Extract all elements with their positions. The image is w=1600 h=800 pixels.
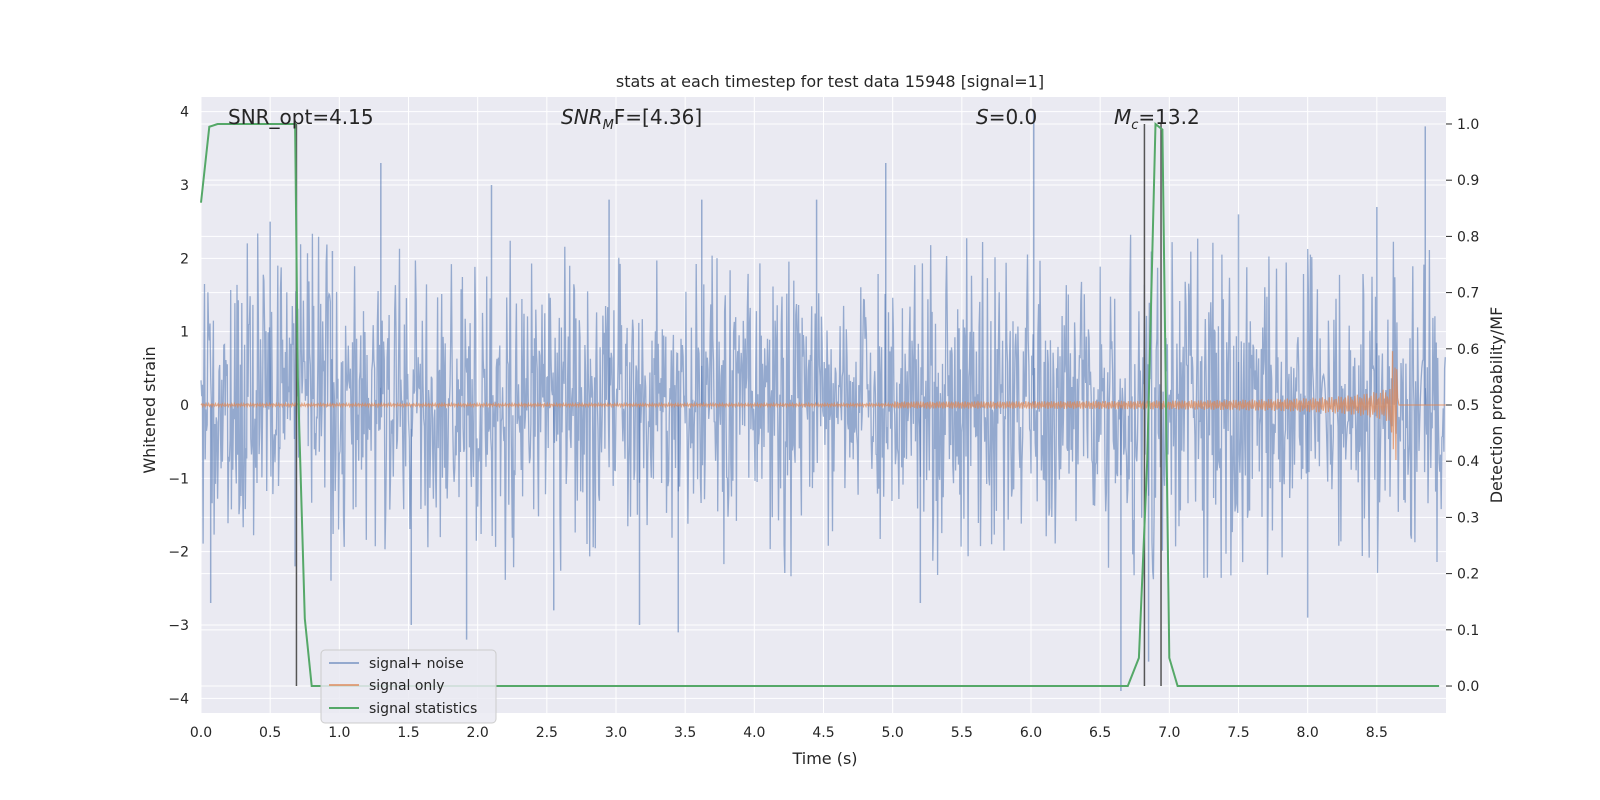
x-tick-label: 4.5	[812, 725, 834, 741]
y-tick-label: 4	[180, 105, 189, 121]
x-tick-label: 1.5	[397, 725, 419, 741]
chart-title: stats at each timestep for test data 159…	[616, 72, 1044, 91]
series-signal-statistics	[200, 121, 1440, 687]
annotation-mc-main: M	[1114, 105, 1131, 129]
annotation-snr-mf-main: SNR	[561, 105, 603, 129]
y-tick-label: 3	[180, 178, 189, 194]
annotation-mc-rest: =13.2	[1138, 105, 1199, 129]
x-tick-label: 1.0	[328, 725, 350, 741]
series-signal-only	[200, 351, 1446, 461]
annotation-snr-mf-sub: M	[603, 118, 614, 133]
annotation-mc-sub: c	[1131, 118, 1138, 133]
y2-tick-label: 0.7	[1457, 286, 1479, 302]
signal-line	[200, 351, 1446, 461]
x-tick-label: 3.0	[605, 725, 627, 741]
x-tick-label: 8.5	[1366, 725, 1388, 741]
y2-tick-label: 0.9	[1457, 173, 1479, 189]
y2-tick-label: 0.2	[1457, 567, 1479, 583]
y-tick-label: −3	[168, 618, 189, 634]
y2-axis-label: Detection probability/MF	[1487, 307, 1506, 504]
annotation-snr-mf: SNRMF=[4.36]	[561, 105, 702, 133]
y-tick-label: 1	[180, 325, 189, 341]
x-tick-label: 4.0	[743, 725, 765, 741]
x-axis-label: Time (s)	[791, 749, 857, 768]
series-signal-noise	[200, 111, 1446, 691]
legend-label-signal-statistics: signal statistics	[369, 701, 477, 717]
x-tick-label: 7.0	[1158, 725, 1180, 741]
x-tick-label: 2.0	[467, 725, 489, 741]
y2-tick-label: 0.3	[1457, 510, 1479, 526]
x-tick-label: 3.5	[674, 725, 696, 741]
x-axis-ticks: 0.0 0.5 1.0 1.5 2.0 2.5 3.0 3.5 4.0 4.5 5.0 5.5 6.0 6…	[190, 725, 1388, 741]
y2-tick-label: 0.5	[1457, 398, 1479, 414]
y2-tick-label: 0.4	[1457, 454, 1479, 470]
y2-tick-label: 0.0	[1457, 679, 1479, 695]
x-tick-label: 5.0	[882, 725, 904, 741]
legend-box	[320, 649, 497, 724]
y-tick-label: 2	[180, 251, 189, 267]
y-axis-ticks: −4 −3 −2 −1 0 1 2 3 4	[168, 105, 189, 708]
y-tick-label: −1	[168, 471, 189, 487]
x-tick-label: 8.0	[1297, 725, 1319, 741]
x-tick-label: 0.0	[190, 725, 212, 741]
x-tick-label: 2.5	[536, 725, 558, 741]
y-axis-label: Whitened strain	[140, 346, 159, 473]
y2-tick-label: 0.6	[1457, 342, 1479, 358]
y2-tick-label: 0.1	[1457, 623, 1479, 639]
annotation-s: S=0.0	[976, 105, 1037, 129]
y-tick-label: −4	[168, 691, 189, 707]
noise-line	[200, 233, 1446, 581]
annotation-snr-opt: SNR_opt=4.15	[228, 105, 374, 129]
legend: signal+ noise signal only signal statist…	[320, 649, 497, 724]
y2-tick-label: 0.8	[1457, 229, 1479, 245]
y2-axis-ticks: 0.0 0.1 0.2 0.3 0.4 0.5 0.6 0.7 0.8 0.9 1.0	[1446, 117, 1479, 695]
x-tick-label: 5.5	[951, 725, 973, 741]
x-tick-label: 7.5	[1227, 725, 1249, 741]
y2-tick-label: 1.0	[1457, 117, 1479, 133]
y-tick-label: 0	[180, 398, 189, 414]
x-tick-label: 6.0	[1020, 725, 1042, 741]
legend-label-signal-noise: signal+ noise	[369, 656, 464, 672]
annotation-s-main: S	[976, 105, 989, 129]
x-tick-label: 6.5	[1089, 725, 1111, 741]
x-tick-label: 0.5	[259, 725, 281, 741]
legend-label-signal-only: signal only	[369, 678, 444, 694]
annotation-s-rest: =0.0	[989, 105, 1038, 129]
statistics-line	[200, 121, 1440, 687]
annotation-snr-mf-rest: F=[4.36]	[614, 105, 702, 129]
annotation-mc: Mc=13.2	[1114, 105, 1200, 133]
y-tick-label: −2	[168, 545, 189, 561]
